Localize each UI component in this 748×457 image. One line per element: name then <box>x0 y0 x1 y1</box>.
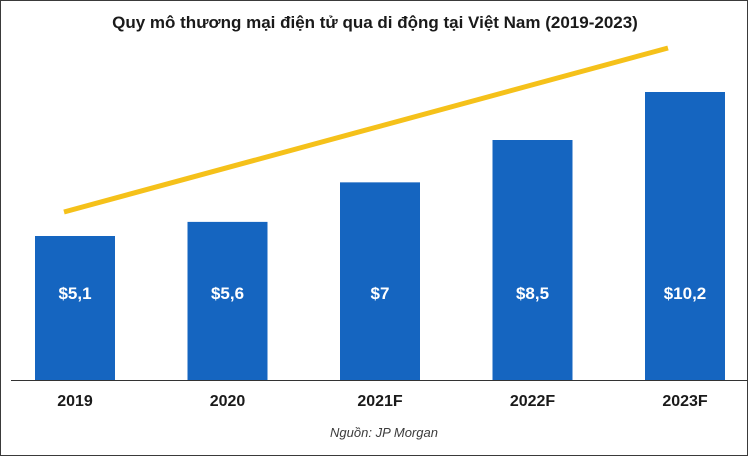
x-tick-label-2021F: 2021F <box>357 393 403 410</box>
bar-2022F <box>492 140 573 380</box>
chart-title: Quy mô thương mại điện tử qua di động tạ… <box>112 13 638 32</box>
bar-value-label-2023F: $10,2 <box>664 284 707 303</box>
bar-value-label-2020: $5,6 <box>211 284 244 303</box>
bar-value-label-2022F: $8,5 <box>516 284 549 303</box>
x-tick-label-2023F: 2023F <box>662 393 708 410</box>
x-tick-label-2019: 2019 <box>57 393 93 410</box>
source-note: Nguồn: JP Morgan <box>330 425 438 440</box>
bar-2019 <box>35 236 115 380</box>
x-tick-label-2022F: 2022F <box>510 393 556 410</box>
bar-value-label-2021F: $7 <box>371 284 390 303</box>
bar-2021F <box>340 182 420 380</box>
x-tick-label-2020: 2020 <box>210 393 246 410</box>
trend-line <box>63 45 669 215</box>
bar-value-label-2019: $5,1 <box>58 284 91 303</box>
bar-2020 <box>187 221 268 380</box>
bar-2023F <box>645 92 725 380</box>
